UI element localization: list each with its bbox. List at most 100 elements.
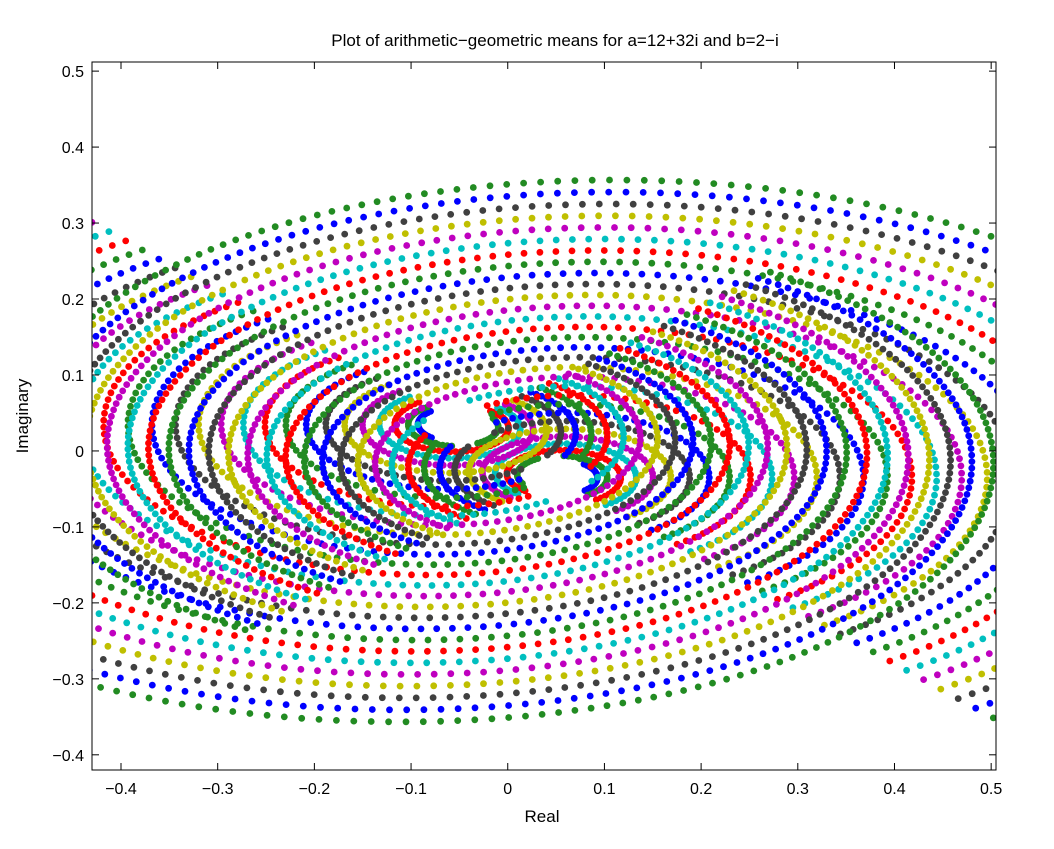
data-point: [976, 439, 984, 447]
data-point: [325, 456, 333, 464]
data-point: [294, 583, 302, 591]
data-point: [332, 258, 340, 266]
data-point: [853, 639, 861, 647]
data-point: [98, 315, 106, 322]
data-point: [877, 486, 885, 494]
data-point: [914, 393, 922, 401]
data-point: [112, 481, 120, 489]
data-point: [893, 293, 901, 300]
data-point: [899, 265, 907, 273]
data-point: [872, 340, 880, 348]
data-point: [735, 444, 743, 452]
data-point: [335, 309, 343, 317]
data-point: [447, 512, 454, 520]
data-point: [682, 374, 690, 382]
data-point: [523, 336, 531, 344]
data-point: [812, 579, 820, 587]
data-point: [146, 331, 154, 338]
data-point: [753, 547, 760, 555]
data-point: [585, 528, 592, 536]
data-point: [316, 505, 324, 513]
data-point: [636, 361, 644, 369]
data-point: [561, 546, 568, 554]
data-point: [480, 230, 487, 238]
data-point: [92, 218, 96, 226]
data-point: [592, 333, 599, 341]
data-point: [183, 498, 191, 506]
data-point: [503, 434, 510, 442]
data-point: [513, 505, 521, 513]
data-point: [418, 404, 426, 412]
data-point: [799, 470, 807, 478]
data-point: [809, 522, 816, 529]
data-point: [92, 481, 99, 489]
data-point: [160, 507, 167, 515]
data-point: [247, 432, 254, 440]
data-point: [226, 369, 234, 377]
data-point: [786, 375, 793, 383]
data-point: [900, 425, 908, 433]
data-point: [794, 335, 802, 343]
data-point: [153, 338, 161, 346]
data-point: [212, 519, 220, 527]
data-point: [728, 327, 736, 335]
data-point: [297, 665, 305, 673]
data-point: [328, 633, 335, 640]
data-point: [372, 335, 379, 343]
data-point: [759, 650, 767, 658]
data-point: [782, 563, 790, 571]
data-point: [856, 363, 864, 370]
data-point: [225, 454, 232, 461]
data-point: [101, 670, 109, 678]
data-point: [824, 504, 832, 512]
data-point: [212, 509, 220, 516]
data-point: [399, 581, 407, 589]
data-point: [756, 443, 764, 450]
data-point: [929, 498, 936, 506]
data-point: [921, 425, 928, 433]
data-point: [773, 600, 780, 608]
data-point: [225, 299, 233, 307]
data-point: [277, 368, 284, 376]
data-point: [230, 389, 237, 397]
data-point: [872, 583, 880, 591]
data-point: [901, 505, 908, 513]
data-point: [296, 493, 304, 501]
data-point: [663, 363, 670, 371]
data-point: [714, 205, 722, 213]
data-point: [636, 342, 643, 349]
data-point: [516, 386, 524, 393]
data-point: [685, 274, 693, 281]
data-point: [792, 240, 800, 248]
data-point: [763, 362, 771, 369]
data-point: [132, 343, 140, 350]
data-point: [285, 301, 293, 309]
data-point: [321, 542, 328, 549]
data-point: [648, 259, 656, 267]
data-point: [292, 562, 300, 569]
data-point: [979, 635, 987, 643]
data-point: [829, 358, 837, 366]
data-point: [672, 317, 679, 324]
data-point: [128, 606, 136, 614]
data-point: [388, 425, 396, 433]
data-point: [720, 663, 727, 671]
data-point: [689, 396, 697, 404]
data-point: [813, 424, 820, 431]
data-point: [285, 503, 293, 510]
data-point: [654, 438, 661, 445]
data-point: [961, 361, 969, 368]
data-point: [143, 356, 151, 364]
data-point: [925, 463, 933, 470]
data-point: [168, 493, 176, 501]
data-point: [100, 416, 108, 424]
data-point: [584, 247, 592, 254]
data-point: [591, 667, 599, 675]
data-point: [318, 608, 325, 616]
data-point: [840, 615, 847, 622]
data-point: [863, 461, 870, 469]
data-point: [403, 373, 411, 381]
data-point: [588, 450, 596, 458]
data-point: [556, 515, 564, 522]
data-point: [660, 322, 668, 330]
